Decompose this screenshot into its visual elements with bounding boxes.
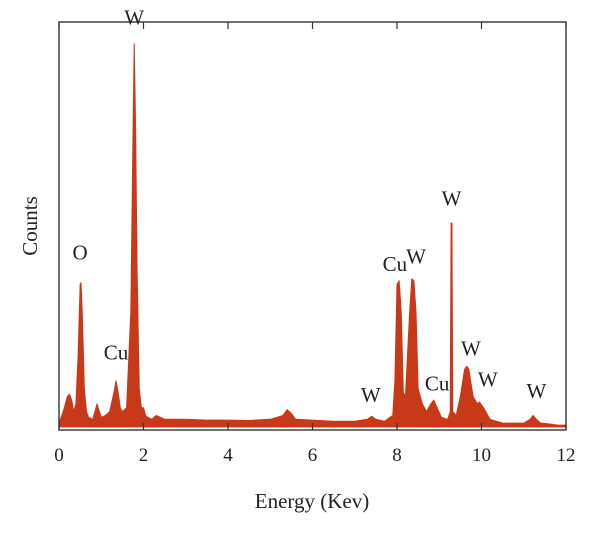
peak-label: W xyxy=(124,6,144,30)
x-tick-label: 10 xyxy=(472,445,491,466)
peak-label: Cu xyxy=(104,341,129,365)
peak-label: W xyxy=(461,337,481,361)
x-tick-label: 6 xyxy=(308,445,318,466)
x-tick-label: 0 xyxy=(54,445,64,466)
peak-label: Cu xyxy=(425,371,450,395)
x-tick-label: 4 xyxy=(223,445,233,466)
peak-label: W xyxy=(527,379,547,403)
peak-label: O xyxy=(73,240,88,264)
peak-label: W xyxy=(406,244,426,268)
x-axis: 0 2 4 6 8 10 12 xyxy=(54,22,576,466)
peak-label: W xyxy=(442,187,462,211)
plot-area xyxy=(58,43,567,428)
x-tick-label: 12 xyxy=(557,445,576,466)
x-tick-label: 8 xyxy=(392,445,402,466)
peak-label: Cu xyxy=(383,252,408,276)
x-axis-title: Energy (Kev) xyxy=(255,489,370,513)
spectrum-series-0 xyxy=(58,43,567,428)
peak-label: W xyxy=(361,383,381,407)
x-tick-label: 2 xyxy=(139,445,149,466)
y-axis-title: Counts xyxy=(18,196,42,256)
peak-label: W xyxy=(478,368,498,392)
